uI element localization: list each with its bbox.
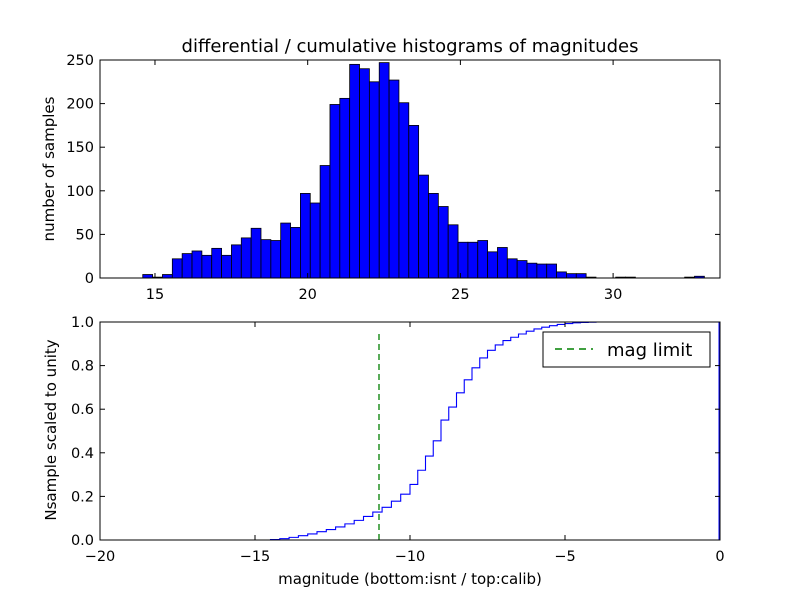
- histogram-y-axis-label: number of samples: [40, 96, 58, 241]
- histogram-bar: [546, 263, 557, 279]
- cumulative-y-tick-label: 0.2: [71, 489, 94, 505]
- histogram-bar: [270, 240, 282, 279]
- histogram-bar: [477, 240, 489, 279]
- histogram-frame: [99, 59, 721, 279]
- cumulative-y-axis-label: Nsample scaled to unity: [42, 339, 60, 520]
- histogram-bar: [388, 79, 400, 279]
- cumulative-lines: [146, 321, 720, 541]
- legend: mag limit: [542, 331, 711, 368]
- histogram-ticks: 15 20 25 30 0 50 100 150 200 250: [66, 53, 720, 303]
- histogram-bar: [260, 239, 272, 279]
- histogram-bar: [418, 174, 429, 279]
- histogram-bar: [447, 224, 459, 279]
- cumulative-step-line: [146, 321, 719, 541]
- histogram-bar: [181, 253, 193, 279]
- histogram-bar: [142, 274, 154, 279]
- histogram-panel: differential / cumulative histograms of …: [40, 36, 721, 303]
- histogram-y-tick-label: 200: [66, 97, 94, 113]
- histogram-bars: [142, 62, 705, 279]
- histogram-bar: [575, 273, 587, 279]
- chart-title: differential / cumulative histograms of …: [182, 36, 639, 57]
- cumulative-y-tick-label: 0.8: [71, 359, 94, 375]
- cumulative-x-axis-label: magnitude (bottom:isnt / top:calib): [278, 570, 542, 588]
- cumulative-x-tick-label: −10: [395, 549, 426, 565]
- legend-mag-limit-label: mag limit: [607, 340, 692, 361]
- histogram-bar: [300, 193, 311, 279]
- histogram-x-tick-label: 15: [146, 287, 164, 303]
- histogram-bar: [339, 97, 351, 279]
- histogram-bar: [211, 247, 222, 279]
- histogram-bar: [349, 63, 360, 279]
- cumulative-x-tick-label: −15: [240, 549, 271, 565]
- histogram-bar: [231, 244, 242, 279]
- histogram-y-tick-label: 50: [76, 227, 94, 243]
- histogram-bar: [290, 227, 301, 279]
- histogram-bar: [378, 62, 390, 279]
- histogram-bar: [329, 104, 341, 279]
- cumulative-x-tick-label: −5: [554, 549, 575, 565]
- histogram-y-tick-label: 0: [85, 271, 94, 287]
- histogram-bar: [191, 250, 203, 279]
- histogram-bar: [408, 125, 420, 279]
- histogram-bar: [487, 251, 498, 279]
- histogram-bar: [428, 193, 439, 279]
- histogram-bar: [556, 271, 567, 279]
- histogram-bar: [359, 68, 370, 279]
- histogram-x-tick-label: 30: [604, 287, 622, 303]
- histogram-bar: [516, 260, 528, 279]
- histogram-bar: [467, 241, 479, 279]
- cumulative-y-tick-label: 0.6: [71, 402, 94, 418]
- cumulative-frame: [99, 321, 721, 541]
- histogram-bar: [171, 258, 183, 279]
- histogram-y-tick-label: 150: [66, 140, 94, 156]
- histogram-bar: [536, 263, 548, 279]
- histogram-bar: [221, 254, 232, 279]
- histogram-bar: [240, 237, 252, 279]
- histogram-bar: [319, 165, 331, 279]
- cumulative-ticks: −20 −15 −10 −5 0 0.0 0.2 0.4 0.6 0.8 1.0: [71, 315, 725, 565]
- histogram-bar: [437, 206, 449, 279]
- cumulative-x-tick-label: −20: [85, 549, 116, 565]
- cumulative-panel: Nsample scaled to unity magnitude (botto…: [42, 315, 725, 588]
- histogram-bar: [280, 222, 291, 279]
- histogram-bar: [506, 258, 518, 279]
- cumulative-y-tick-label: 0.0: [71, 533, 94, 549]
- histogram-bar: [250, 227, 262, 279]
- histogram-bar: [526, 262, 538, 279]
- histogram-bar: [457, 241, 469, 279]
- histogram-y-tick-label: 100: [66, 184, 94, 200]
- histogram-bar: [398, 102, 410, 279]
- histogram-bar: [309, 202, 321, 279]
- histogram-y-tick-label: 250: [66, 53, 94, 69]
- histogram-bar: [566, 273, 577, 279]
- histogram-bar: [368, 81, 380, 279]
- histogram-bar: [201, 254, 213, 279]
- cumulative-y-tick-label: 1.0: [71, 315, 94, 331]
- cumulative-x-tick-label: 0: [715, 549, 724, 565]
- histogram-bar: [497, 247, 508, 279]
- histogram-x-tick-label: 25: [451, 287, 469, 303]
- histogram-bar: [162, 274, 173, 279]
- cumulative-y-tick-label: 0.4: [71, 446, 94, 462]
- histogram-x-tick-label: 20: [298, 287, 316, 303]
